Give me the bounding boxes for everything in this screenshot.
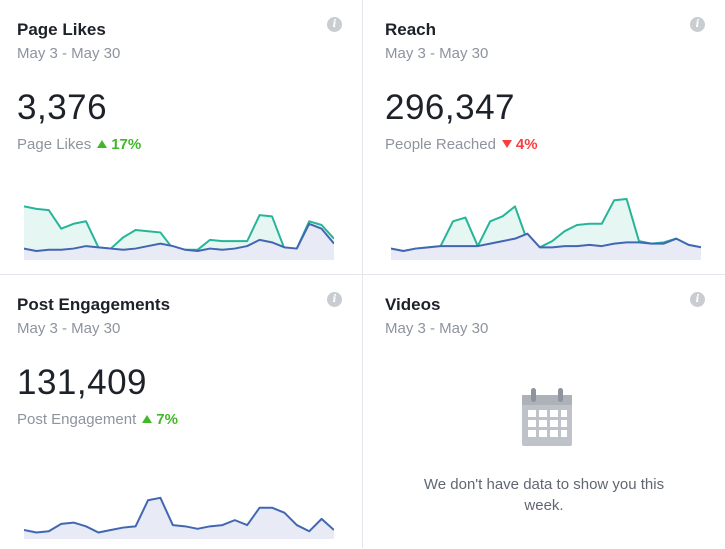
previous-series-area bbox=[24, 223, 334, 260]
card-title[interactable]: Page Likes bbox=[17, 20, 106, 39]
card-title[interactable]: Post Engagements bbox=[17, 295, 171, 314]
sparkline-chart[interactable] bbox=[24, 190, 334, 260]
metric-summary: Post Engagement 7% bbox=[17, 411, 178, 428]
info-icon[interactable]: i bbox=[327, 292, 342, 307]
date-range: May 3 - May 30 bbox=[385, 45, 489, 62]
card-title[interactable]: Videos bbox=[385, 295, 441, 314]
arrow-down-icon bbox=[501, 140, 512, 148]
change-percent: 4% bbox=[515, 136, 538, 153]
date-range: May 3 - May 30 bbox=[385, 320, 489, 337]
metric-value: 3,376 bbox=[17, 88, 108, 127]
previous-series-line bbox=[391, 232, 701, 253]
current-series-line bbox=[24, 496, 334, 534]
metric-label: People Reached bbox=[385, 136, 496, 153]
sparkline-chart[interactable] bbox=[391, 190, 701, 260]
metric-value: 296,347 bbox=[385, 88, 516, 127]
info-icon[interactable]: i bbox=[690, 292, 705, 307]
sparkline-chart[interactable] bbox=[24, 469, 334, 539]
card-title[interactable]: Reach bbox=[385, 20, 437, 39]
previous-series-area bbox=[391, 233, 701, 260]
metric-label: Post Engagement bbox=[17, 411, 137, 428]
arrow-up-icon bbox=[97, 140, 108, 148]
arrow-up-icon bbox=[142, 415, 153, 423]
metric-value: 131,409 bbox=[17, 363, 148, 402]
row-divider bbox=[0, 274, 725, 275]
previous-series-line bbox=[24, 222, 334, 253]
change-percent: 17% bbox=[111, 136, 142, 153]
date-range: May 3 - May 30 bbox=[17, 320, 121, 337]
page-likes-card[interactable]: Page Likes May 3 - May 30 i 3,376 Page L… bbox=[0, 0, 362, 274]
info-icon[interactable]: i bbox=[327, 17, 342, 32]
post-engagements-card[interactable]: Post Engagements May 3 - May 30 i 131,40… bbox=[0, 275, 362, 549]
metric-summary: Page Likes 17% bbox=[17, 136, 141, 153]
info-icon[interactable]: i bbox=[690, 17, 705, 32]
metric-summary: People Reached 4% bbox=[385, 136, 538, 153]
videos-card[interactable]: Videos May 3 - May 30 i We don't have da… bbox=[363, 275, 725, 549]
empty-state-message: We don't have data to show you this week… bbox=[423, 476, 665, 514]
change-percent: 7% bbox=[156, 411, 178, 428]
metric-label: Page Likes bbox=[17, 136, 92, 153]
date-range: May 3 - May 30 bbox=[17, 45, 121, 62]
calendar-icon bbox=[522, 388, 572, 446]
current-series-area bbox=[24, 497, 334, 539]
reach-card[interactable]: Reach May 3 - May 30 i 296,347 People Re… bbox=[363, 0, 725, 274]
